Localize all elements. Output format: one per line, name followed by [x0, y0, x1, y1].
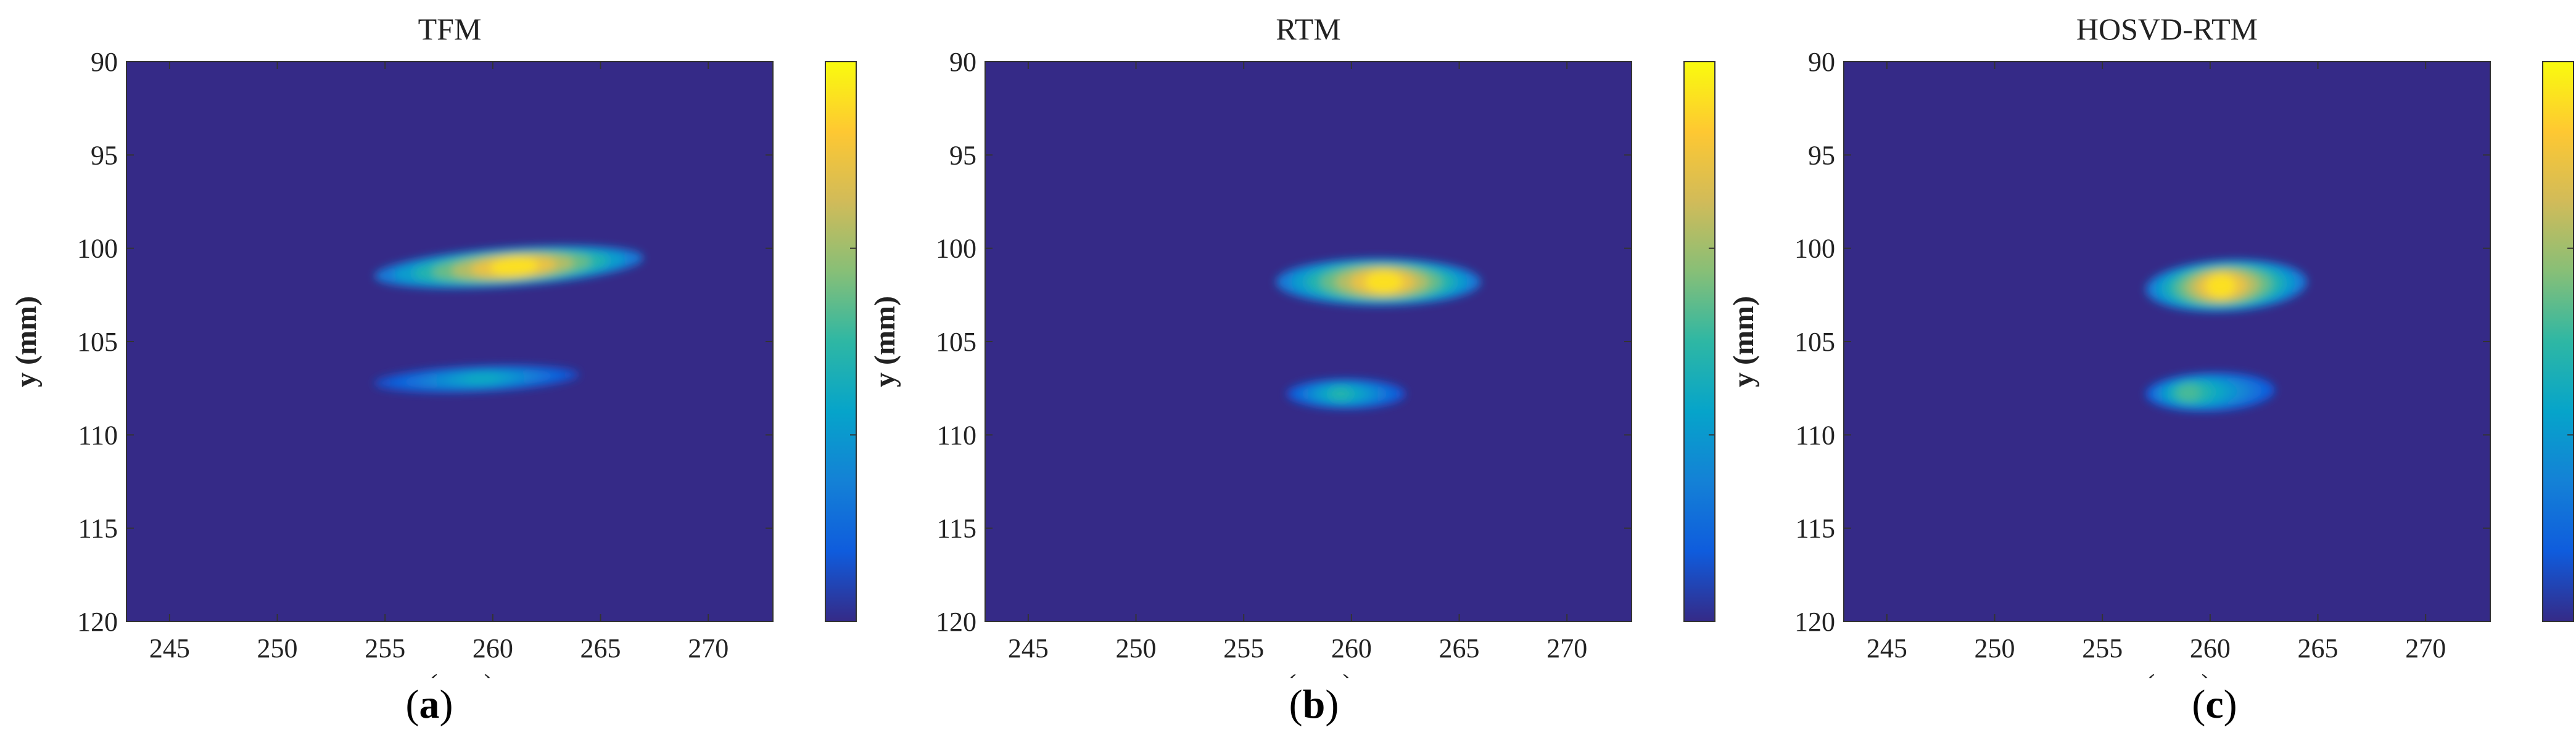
y-tick-label: 100 — [77, 234, 118, 264]
x-tick-label: 245 — [1008, 633, 1049, 663]
heatmap-contour-0-6 — [1365, 271, 1403, 293]
x-tick-label: 245 — [149, 633, 190, 663]
y-tick-label: 90 — [1808, 47, 1835, 77]
y-tick-label: 110 — [1796, 420, 1835, 450]
panel-caption-letter: b — [1302, 682, 1326, 727]
y-axis-label: y (mm) — [1727, 296, 1760, 387]
colorbar — [1683, 61, 1715, 622]
x-tick-label: 250 — [257, 633, 298, 663]
defect-region — [374, 245, 643, 289]
x-tick-label: 255 — [365, 633, 405, 663]
heatmap-background — [1844, 62, 2490, 622]
x-tick-label: 245 — [1867, 633, 1907, 663]
heatmap-background — [985, 62, 1632, 622]
y-tick-label: 120 — [1794, 607, 1835, 637]
chart-panel-b: 245 250 255 260 265 270 90 95 100 105 110 115 120 RTM… — [859, 0, 1717, 751]
chart-panel-c: 245 250 255 260 265 270 90 95 100 105 110 115 120 HOS… — [1717, 0, 2576, 751]
heatmap-background — [126, 62, 773, 622]
x-tick-label: 265 — [580, 633, 621, 663]
heatmap-chart: 245 250 255 260 265 270 90 95 100 105 110 115 120 RTM… — [869, 12, 1715, 678]
defect-region — [1276, 258, 1481, 306]
x-tick-label: 260 — [2190, 633, 2231, 663]
x-tick-label: 255 — [1223, 633, 1264, 663]
y-tick-label: 120 — [77, 607, 118, 637]
x-tick-label: 250 — [1975, 633, 2015, 663]
y-tick-label: 95 — [949, 140, 976, 170]
heatmap-chart: 245 250 255 260 265 270 90 95 100 105 110 115 120 HOS… — [1727, 12, 2574, 678]
x-tick-label: 250 — [1116, 633, 1157, 663]
y-tick-label: 115 — [937, 514, 976, 544]
y-tick-label: 100 — [936, 234, 976, 264]
y-tick-label: 95 — [1808, 140, 1835, 170]
y-axis-label: y (mm) — [10, 296, 43, 387]
defect-region — [374, 365, 579, 393]
heatmap-contour-0-6 — [2206, 274, 2235, 298]
y-tick-label: 90 — [91, 47, 118, 77]
heatmap-contour-1-6 — [2177, 384, 2200, 402]
heatmap-contour-1-6 — [1330, 387, 1352, 401]
y-tick-label: 115 — [1796, 514, 1835, 544]
x-tick-label: 265 — [1439, 633, 1480, 663]
panel-caption-letter: a — [419, 682, 440, 727]
y-tick-label: 110 — [937, 420, 976, 450]
y-tick-label: 105 — [1794, 327, 1835, 357]
y-tick-label: 120 — [936, 607, 976, 637]
heatmap-chart: 245 250 255 260 265 270 90 95 100 105 110 115 120 TFM… — [10, 12, 857, 678]
colorbar — [2542, 61, 2574, 622]
x-axis-label: x (mm) — [406, 668, 494, 678]
colorbar — [825, 61, 857, 622]
y-tick-label: 95 — [91, 140, 118, 170]
panel-caption: (a) — [405, 682, 453, 727]
y-tick-label: 90 — [949, 47, 976, 77]
y-tick-label: 105 — [77, 327, 118, 357]
x-axis-label: x (mm) — [1265, 668, 1353, 678]
panel-caption: (c) — [2192, 682, 2237, 727]
defect-region — [2145, 259, 2307, 312]
x-axis-label: x (mm) — [2123, 668, 2211, 678]
x-tick-label: 255 — [2082, 633, 2123, 663]
heatmap-contour-1-6 — [463, 372, 501, 385]
y-tick-label: 100 — [1794, 234, 1835, 264]
chart-title: TFM — [418, 12, 482, 46]
heatmap-contour-0-6 — [490, 257, 539, 276]
x-tick-label: 265 — [2298, 633, 2339, 663]
chart-panel-a: 245 250 255 260 265 270 90 95 100 105 110 115 120 TFM… — [0, 0, 859, 751]
y-tick-label: 105 — [936, 327, 976, 357]
defect-region — [2145, 372, 2275, 412]
chart-title: HOSVD-RTM — [2076, 12, 2258, 46]
x-tick-label: 260 — [1331, 633, 1372, 663]
defect-region — [1287, 379, 1406, 409]
y-axis-label: y (mm) — [869, 296, 901, 387]
x-tick-label: 260 — [473, 633, 513, 663]
panel-caption-letter: c — [2205, 682, 2224, 727]
chart-title: RTM — [1276, 12, 1340, 46]
y-tick-label: 110 — [78, 420, 118, 450]
y-tick-label: 115 — [78, 514, 118, 544]
panel-caption: (b) — [1289, 682, 1339, 727]
x-tick-label: 270 — [2405, 633, 2446, 663]
x-tick-label: 270 — [1546, 633, 1587, 663]
x-tick-label: 270 — [688, 633, 729, 663]
